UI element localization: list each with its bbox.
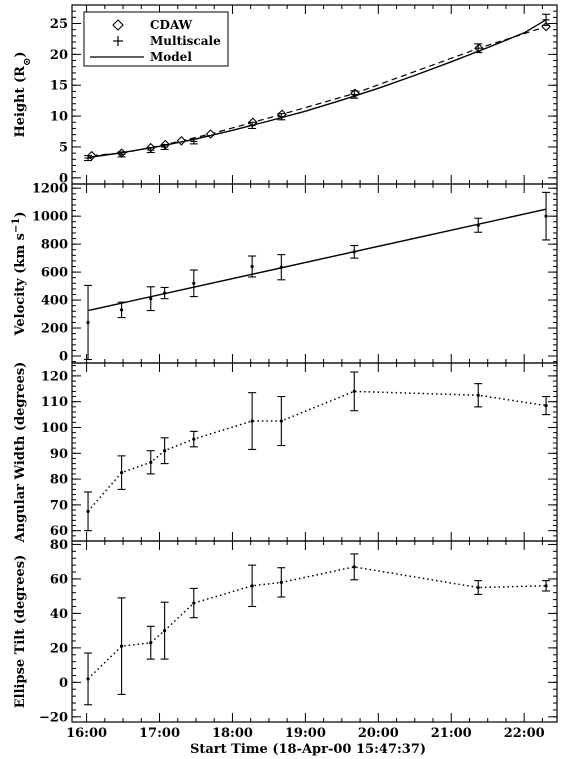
legend: CDAW Multiscale Model bbox=[83, 11, 229, 67]
x-axis-label: Start Time (18-Apr-00 15:47:37) bbox=[190, 742, 426, 757]
velocity-ylabel-end: ) bbox=[13, 212, 28, 218]
velocity-ytick-label: 400 bbox=[41, 294, 68, 309]
tilt-data-point bbox=[149, 641, 153, 645]
panel-tilt: 16:00 17:00 18:00 19:00 20:00 21:00 22:00 −20 0 2… bbox=[13, 538, 558, 741]
tilt-ytick-label: 40 bbox=[50, 607, 68, 622]
tilt-data-point bbox=[279, 580, 283, 584]
width-ytick-label: 70 bbox=[50, 498, 68, 513]
width-ytick-label: 60 bbox=[50, 524, 68, 539]
velocity-ytick-label: 800 bbox=[41, 238, 68, 253]
x-tick-label: 21:00 bbox=[431, 726, 472, 741]
height-ytick-label: 25 bbox=[50, 17, 68, 32]
tilt-data-point bbox=[544, 584, 548, 588]
velocity-ytick-label: 1000 bbox=[32, 210, 68, 225]
panels-group: 0 5 10 15 20 25 Height (R⊙) CDAW Multiscale Model… bbox=[11, 4, 558, 741]
panel-height: 0 5 10 15 20 25 Height (R⊙) CDAW Multiscale Model bbox=[13, 4, 558, 186]
x-tick-label: 18:00 bbox=[212, 726, 253, 741]
width-ytick-label: 120 bbox=[41, 369, 68, 384]
width-ytick-label: 80 bbox=[50, 473, 68, 488]
velocity-model-line bbox=[87, 208, 547, 312]
velocity-data-point bbox=[544, 214, 548, 218]
width-ytick-label: 90 bbox=[50, 447, 68, 462]
velocity-ylabel-sup: −1 bbox=[11, 218, 22, 233]
width-ytick-label: 110 bbox=[41, 395, 68, 410]
tilt-y-axis-label: Ellipse Tilt (degrees) bbox=[13, 555, 28, 708]
width-ytick-label: 100 bbox=[41, 421, 68, 436]
width-data-point bbox=[544, 403, 548, 408]
width-series-0 bbox=[84, 371, 551, 532]
tilt-data-point bbox=[352, 565, 356, 569]
height-ylabel-sub: ⊙ bbox=[22, 58, 33, 66]
tilt-ytick-label: 0 bbox=[59, 676, 68, 691]
tilt-data-point bbox=[86, 677, 90, 681]
width-dotted-line bbox=[87, 390, 547, 512]
tilt-ytick-label: −20 bbox=[39, 710, 68, 725]
height-ytick-label: 20 bbox=[50, 48, 68, 63]
velocity-data-point bbox=[119, 308, 124, 312]
width-data-point bbox=[250, 419, 254, 423]
tilt-ytick-label: 80 bbox=[50, 538, 68, 553]
width-data-point bbox=[163, 449, 167, 453]
velocity-y-axis-label: Velocity (km s−1) bbox=[11, 212, 29, 337]
velocity-ytick-label: 600 bbox=[41, 266, 68, 281]
x-tick-label: 19:00 bbox=[285, 726, 326, 741]
tilt-ytick-label: 20 bbox=[50, 641, 68, 656]
tilt-data-point bbox=[476, 585, 480, 590]
width-frame bbox=[71, 362, 558, 542]
width-data-point bbox=[192, 437, 196, 441]
x-tick-label: 16:00 bbox=[66, 726, 107, 741]
width-data-point bbox=[149, 460, 153, 464]
tilt-data-point bbox=[119, 644, 124, 648]
velocity-ytick-label: 0 bbox=[59, 350, 68, 365]
width-data-point bbox=[476, 393, 480, 397]
velocity-data-point bbox=[149, 297, 153, 301]
height-ytick-label: 10 bbox=[50, 110, 68, 125]
width-ylabel-text: Angular Width (degrees) bbox=[13, 362, 28, 544]
x-tick-label: 17:00 bbox=[139, 726, 180, 741]
velocity-data-point bbox=[250, 264, 254, 269]
width-y-axis-label: Angular Width (degrees) bbox=[13, 362, 28, 544]
velocity-data-point bbox=[192, 281, 196, 285]
x-tick-label: 22:00 bbox=[504, 726, 545, 741]
tilt-ylabel-text: Ellipse Tilt (degrees) bbox=[13, 555, 28, 708]
velocity-ylabel-text: Velocity (km s bbox=[13, 233, 28, 336]
tilt-data-point bbox=[192, 601, 196, 605]
tilt-series-0 bbox=[84, 553, 551, 706]
tilt-data-point bbox=[250, 584, 254, 588]
height-ytick-label: 0 bbox=[59, 171, 68, 186]
legend-label: Model bbox=[150, 50, 192, 64]
legend-label: Multiscale bbox=[150, 34, 221, 48]
height-ytick-label: 5 bbox=[59, 140, 68, 155]
width-data-point bbox=[86, 509, 90, 513]
width-data-point bbox=[352, 389, 356, 393]
panel-width: 60 70 80 90 100 110 120 Angular Width (degrees) bbox=[13, 362, 558, 544]
tilt-ytick-label: 60 bbox=[50, 572, 68, 587]
height-ylabel-end: ) bbox=[13, 51, 28, 57]
width-data-point bbox=[279, 419, 283, 423]
velocity-ytick-label: 200 bbox=[41, 322, 68, 337]
velocity-series-0 bbox=[84, 191, 551, 361]
velocity-ytick-label: 1200 bbox=[32, 182, 68, 197]
height-model-line bbox=[87, 19, 547, 159]
height-ylabel-text: Height (R bbox=[13, 66, 28, 138]
width-data-point bbox=[119, 471, 124, 475]
velocity-frame bbox=[71, 183, 558, 364]
height-series-2 bbox=[87, 19, 547, 159]
legend-label: CDAW bbox=[150, 18, 193, 32]
legend-diamond-marker bbox=[112, 19, 124, 31]
velocity-data-point bbox=[86, 320, 90, 325]
height-ytick-label: 15 bbox=[50, 79, 68, 94]
tilt-frame bbox=[71, 540, 558, 723]
height-y-axis-label: Height (R⊙) bbox=[13, 51, 33, 137]
tilt-dotted-line bbox=[87, 566, 547, 680]
x-tick-label: 20:00 bbox=[358, 726, 399, 741]
velocity-series-1 bbox=[87, 208, 547, 312]
tilt-data-point bbox=[163, 629, 167, 633]
